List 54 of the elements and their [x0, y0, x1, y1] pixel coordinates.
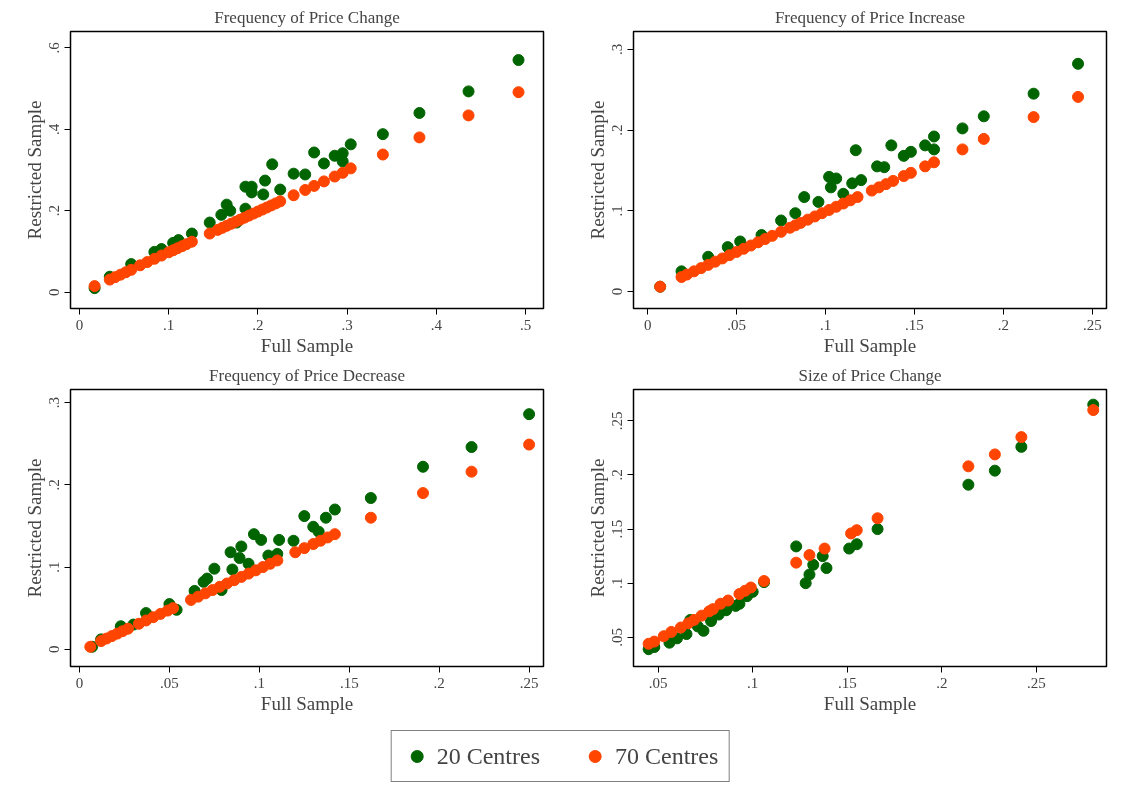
y-tick-label: 0 [609, 287, 626, 296]
x-tick-label: .2 [936, 674, 948, 691]
x-tick-label: .3 [341, 316, 353, 333]
x-axis-title: Full Sample [260, 692, 354, 714]
chart-title: Size of Price Change [798, 365, 942, 385]
x-tick-label: .15 [339, 674, 359, 691]
y-tick-label: .15 [609, 519, 626, 539]
x-tick-label: .5 [520, 316, 532, 333]
y-axis-title: Restricted Sample [586, 100, 608, 240]
y-tick-label: .6 [46, 41, 63, 54]
chart-title: Frequency of Price Change [214, 7, 400, 27]
x-axis-title: Full Sample [823, 692, 917, 714]
x-tick-label: .2 [433, 674, 445, 691]
y-tick-label: .4 [46, 123, 63, 135]
y-tick-label: .3 [46, 397, 63, 409]
x-axis-title: Full Sample [260, 334, 354, 356]
x-axis-title: Full Sample [823, 334, 917, 356]
y-tick-label: .1 [609, 577, 626, 589]
x-tick-label: .05 [727, 316, 747, 333]
y-tick-label: .1 [609, 205, 626, 217]
x-tick-label: .4 [430, 316, 443, 333]
x-tick-label: 0 [643, 316, 652, 333]
y-tick-label: .3 [609, 43, 626, 55]
legend-label: 70 Centres [615, 742, 719, 770]
y-tick-label: .2 [46, 479, 63, 491]
x-tick-label: 0 [75, 316, 84, 333]
x-tick-label: .25 [519, 674, 539, 691]
x-tick-label: .1 [163, 316, 175, 333]
x-tick-label: .2 [252, 316, 264, 333]
x-tick-label: 0 [75, 674, 84, 691]
x-tick-label: .1 [253, 674, 265, 691]
x-tick-label: .05 [160, 674, 179, 691]
x-tick-label: .2 [997, 316, 1009, 333]
y-tick-label: 0 [46, 288, 63, 296]
y-axis-title: Restricted Sample [23, 100, 45, 240]
y-tick-label: .05 [609, 627, 626, 647]
chart-title: Frequency of Price Increase [774, 7, 966, 27]
y-tick-label: .2 [609, 469, 626, 481]
y-axis-title: Restricted Sample [586, 458, 608, 598]
y-axis-title: Restricted Sample [23, 458, 45, 598]
y-tick-label: .2 [46, 205, 63, 217]
x-tick-label: .25 [1082, 316, 1102, 333]
legend-label: 20 Centres [436, 742, 540, 770]
x-tick-label: .1 [819, 316, 832, 333]
x-tick-label: .15 [837, 674, 857, 691]
x-tick-label: .15 [905, 316, 924, 333]
x-tick-label: .05 [648, 674, 668, 691]
chart-title: Frequency of Price Decrease [209, 365, 405, 385]
x-tick-label: .25 [1027, 674, 1046, 691]
y-tick-label: .2 [609, 124, 626, 136]
y-tick-label: .25 [609, 411, 626, 431]
y-tick-label: .1 [46, 561, 63, 573]
y-tick-label: 0 [46, 645, 63, 653]
x-tick-label: .1 [747, 674, 759, 691]
